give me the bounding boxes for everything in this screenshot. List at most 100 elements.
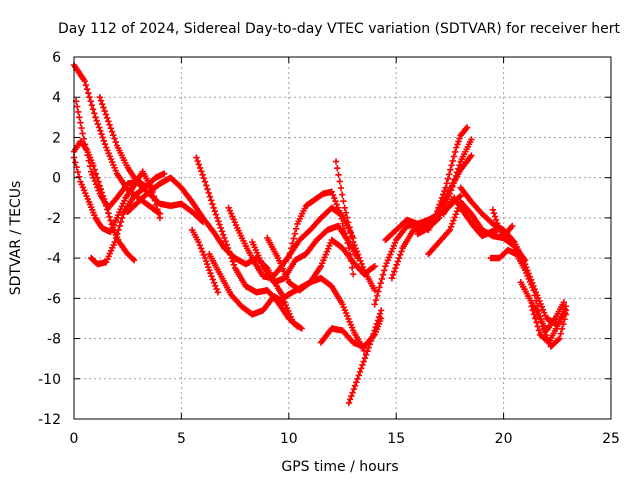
data-point — [195, 238, 202, 246]
data-point — [75, 108, 82, 116]
data-point — [335, 171, 342, 178]
data-point — [130, 256, 138, 264]
x-axis-label: GPS time / hours — [281, 459, 398, 475]
data-point — [350, 271, 357, 278]
data-point — [451, 214, 458, 221]
data-point — [455, 165, 462, 172]
data-point — [223, 241, 230, 248]
data-point — [447, 186, 455, 194]
data-point — [451, 148, 459, 156]
data-point — [105, 118, 112, 125]
data-point — [454, 141, 461, 148]
series-arc26 — [489, 206, 516, 238]
data-point — [376, 284, 383, 291]
data-point — [443, 180, 450, 187]
data-point — [210, 204, 217, 212]
data-point — [229, 258, 236, 265]
data-point — [214, 214, 221, 222]
data-point — [108, 128, 116, 135]
data-point — [99, 134, 106, 141]
data-point — [87, 168, 95, 175]
data-point — [93, 174, 101, 181]
y-tick-label: 0 — [52, 171, 61, 187]
data-point — [450, 217, 457, 224]
data-point — [495, 223, 502, 230]
data-point — [489, 206, 497, 214]
data-point — [338, 215, 345, 222]
data-point — [298, 325, 305, 332]
data-point — [381, 267, 388, 274]
data-point — [374, 317, 382, 324]
data-point — [95, 124, 103, 131]
data-point — [492, 216, 500, 224]
data-point — [450, 179, 457, 187]
data-point — [463, 124, 471, 131]
data-point — [75, 173, 83, 181]
data-point — [105, 209, 112, 217]
data-point — [199, 248, 206, 255]
data-point — [362, 351, 370, 358]
data-point — [377, 307, 385, 314]
x-tick-label: 20 — [495, 431, 513, 447]
data-point — [348, 392, 355, 400]
data-point — [333, 201, 340, 208]
data-point — [100, 195, 108, 203]
data-point — [214, 289, 222, 296]
data-point — [529, 307, 536, 314]
data-point — [356, 368, 364, 376]
data-point — [129, 255, 137, 263]
data-point — [370, 263, 377, 271]
data-point — [106, 121, 113, 129]
data-point — [369, 334, 376, 341]
data-point — [457, 192, 464, 199]
data-point — [205, 263, 212, 271]
data-point — [370, 330, 377, 338]
data-point — [349, 389, 356, 396]
data-point — [453, 144, 460, 151]
data-point — [197, 245, 205, 252]
data-point — [452, 172, 460, 180]
data-point — [219, 231, 227, 238]
data-point — [285, 254, 292, 262]
y-axis-label: SDTVAR / TECUs — [8, 181, 24, 296]
data-point — [451, 176, 458, 183]
data-point — [342, 230, 349, 237]
series-arc16 — [332, 158, 378, 294]
data-point — [351, 382, 359, 389]
data-point — [329, 191, 337, 199]
data-point — [449, 157, 456, 165]
data-point — [79, 130, 86, 137]
data-point — [446, 226, 454, 234]
data-point — [211, 207, 219, 215]
data-point — [290, 235, 297, 242]
data-point — [346, 224, 353, 231]
data-point — [556, 335, 563, 342]
data-point — [98, 130, 105, 138]
data-point — [359, 263, 366, 271]
data-point — [104, 206, 111, 213]
data-point — [335, 207, 343, 214]
data-point — [397, 251, 404, 258]
data-point — [202, 257, 210, 265]
data-point — [292, 225, 300, 233]
data-point — [224, 244, 232, 252]
data-point — [96, 94, 103, 101]
data-point — [493, 220, 501, 227]
data-point — [193, 154, 200, 161]
data-point — [80, 135, 88, 143]
data-point — [212, 211, 220, 218]
series-arc6 — [96, 94, 207, 226]
data-point — [208, 273, 215, 280]
data-point — [434, 215, 442, 223]
series-arc13 — [264, 234, 378, 294]
data-point — [100, 137, 108, 144]
data-point — [350, 385, 358, 393]
data-point — [222, 238, 229, 245]
data-point — [455, 138, 462, 145]
x-tick-label: 25 — [602, 431, 620, 447]
data-point — [354, 375, 361, 382]
data-point — [438, 194, 446, 201]
data-point — [456, 193, 463, 201]
data-point — [352, 245, 359, 252]
